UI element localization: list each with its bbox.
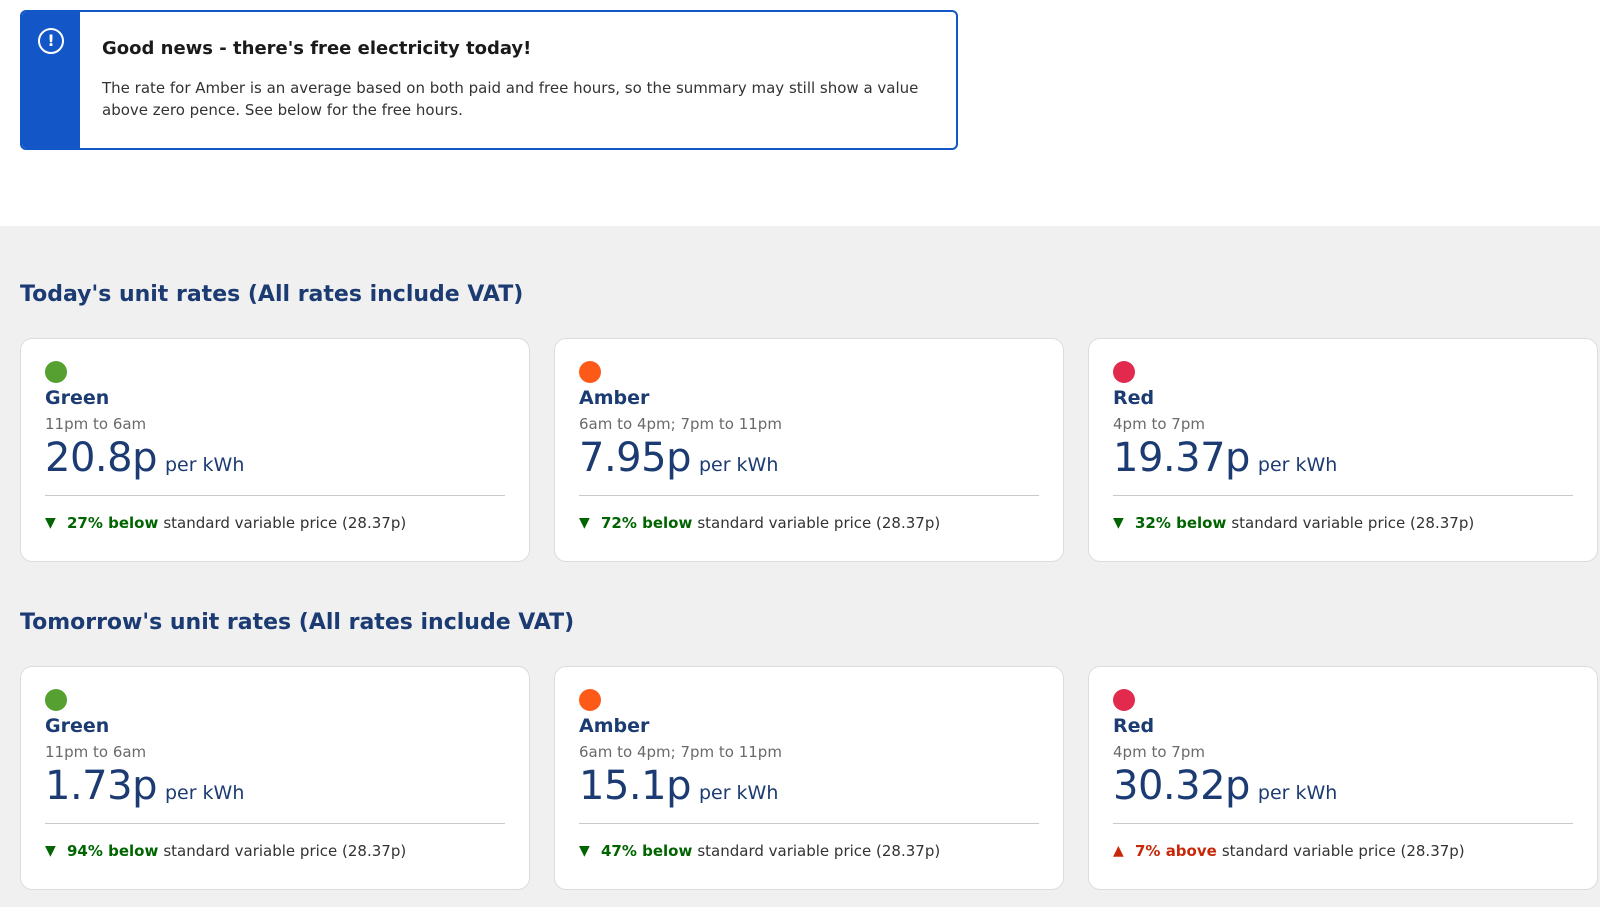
price-unit: per kWh (698, 454, 779, 476)
tomorrow-rate-cards: Green 11pm to 6am 1.73p per kWh ▼ 94% be… (20, 666, 1600, 890)
price-row: 30.32p per kWh (1113, 763, 1573, 824)
info-icon: ! (38, 28, 64, 54)
band-name: Red (1113, 715, 1155, 737)
green-dot-icon (45, 689, 67, 711)
red-dot-icon (1113, 361, 1135, 383)
unit-price: 7.95p (579, 435, 691, 481)
price-unit: per kWh (1257, 454, 1338, 476)
unit-price: 15.1p (579, 763, 691, 809)
rate-card-green: Green 11pm to 6am 1.73p per kWh ▼ 94% be… (20, 666, 530, 890)
rate-card-amber: Amber 6am to 4pm; 7pm to 11pm 7.95p per … (554, 338, 1064, 562)
comparison-percent: 47% below (601, 842, 693, 860)
price-row: 15.1p per kWh (579, 763, 1039, 824)
comparison-text: standard variable price (28.37p) (1221, 842, 1465, 860)
comparison-text: standard variable price (28.37p) (163, 842, 407, 860)
rate-card-green: Green 11pm to 6am 20.8p per kWh ▼ 27% be… (20, 338, 530, 562)
price-comparison: ▲ 7% above standard variable price (28.3… (1113, 842, 1573, 860)
alert-text: The rate for Amber is an average based o… (102, 79, 919, 119)
band-name: Amber (579, 715, 650, 737)
unit-price: 30.32p (1113, 763, 1250, 809)
amber-dot-icon (579, 689, 601, 711)
rate-card-red: Red 4pm to 7pm 30.32p per kWh ▲ 7% above… (1088, 666, 1598, 890)
band-hours: 6am to 4pm; 7pm to 11pm (579, 415, 782, 433)
band-hours: 4pm to 7pm (1113, 743, 1205, 761)
down-arrow-icon: ▼ (45, 843, 56, 859)
down-arrow-icon: ▼ (1113, 515, 1124, 531)
up-arrow-icon: ▲ (1113, 843, 1124, 859)
comparison-percent: 94% below (67, 842, 159, 860)
unit-price: 20.8p (45, 435, 157, 481)
price-unit: per kWh (164, 454, 245, 476)
comparison-text: standard variable price (28.37p) (697, 842, 941, 860)
comparison-text: standard variable price (28.37p) (697, 514, 941, 532)
today-rate-cards: Green 11pm to 6am 20.8p per kWh ▼ 27% be… (20, 338, 1600, 562)
down-arrow-icon: ▼ (579, 843, 590, 859)
band-name: Green (45, 387, 110, 409)
price-row: 19.37p per kWh (1113, 435, 1573, 496)
band-hours: 11pm to 6am (45, 743, 147, 761)
red-dot-icon (1113, 689, 1135, 711)
green-dot-icon (45, 361, 67, 383)
free-electricity-alert: ! Good news - there's free electricity t… (20, 10, 958, 150)
price-row: 7.95p per kWh (579, 435, 1039, 496)
alert-section: ! Good news - there's free electricity t… (0, 0, 1600, 226)
unit-price: 1.73p (45, 763, 157, 809)
price-comparison: ▼ 32% below standard variable price (28.… (1113, 514, 1573, 532)
band-hours: 4pm to 7pm (1113, 415, 1205, 433)
comparison-percent: 7% above (1135, 842, 1217, 860)
price-row: 20.8p per kWh (45, 435, 505, 496)
tomorrow-rates-title: Tomorrow's unit rates (All rates include… (20, 610, 575, 635)
unit-price: 19.37p (1113, 435, 1250, 481)
band-hours: 6am to 4pm; 7pm to 11pm (579, 743, 782, 761)
price-row: 1.73p per kWh (45, 763, 505, 824)
band-name: Red (1113, 387, 1155, 409)
alert-title: Good news - there's free electricity tod… (102, 38, 532, 59)
comparison-percent: 27% below (67, 514, 159, 532)
price-comparison: ▼ 72% below standard variable price (28.… (579, 514, 1039, 532)
today-rates-title: Today's unit rates (All rates include VA… (20, 282, 524, 307)
rate-card-red: Red 4pm to 7pm 19.37p per kWh ▼ 32% belo… (1088, 338, 1598, 562)
alert-body: Good news - there's free electricity tod… (80, 12, 956, 148)
price-comparison: ▼ 27% below standard variable price (28.… (45, 514, 505, 532)
down-arrow-icon: ▼ (579, 515, 590, 531)
price-comparison: ▼ 94% below standard variable price (28.… (45, 842, 505, 860)
comparison-percent: 72% below (601, 514, 693, 532)
rates-section: Today's unit rates (All rates include VA… (0, 226, 1600, 907)
alert-accent-bar: ! (22, 12, 80, 148)
band-name: Green (45, 715, 110, 737)
amber-dot-icon (579, 361, 601, 383)
price-unit: per kWh (164, 782, 245, 804)
comparison-text: standard variable price (28.37p) (163, 514, 407, 532)
price-unit: per kWh (698, 782, 779, 804)
down-arrow-icon: ▼ (45, 515, 56, 531)
band-hours: 11pm to 6am (45, 415, 147, 433)
price-unit: per kWh (1257, 782, 1338, 804)
price-comparison: ▼ 47% below standard variable price (28.… (579, 842, 1039, 860)
band-name: Amber (579, 387, 650, 409)
comparison-text: standard variable price (28.37p) (1231, 514, 1475, 532)
comparison-percent: 32% below (1135, 514, 1227, 532)
rate-card-amber: Amber 6am to 4pm; 7pm to 11pm 15.1p per … (554, 666, 1064, 890)
